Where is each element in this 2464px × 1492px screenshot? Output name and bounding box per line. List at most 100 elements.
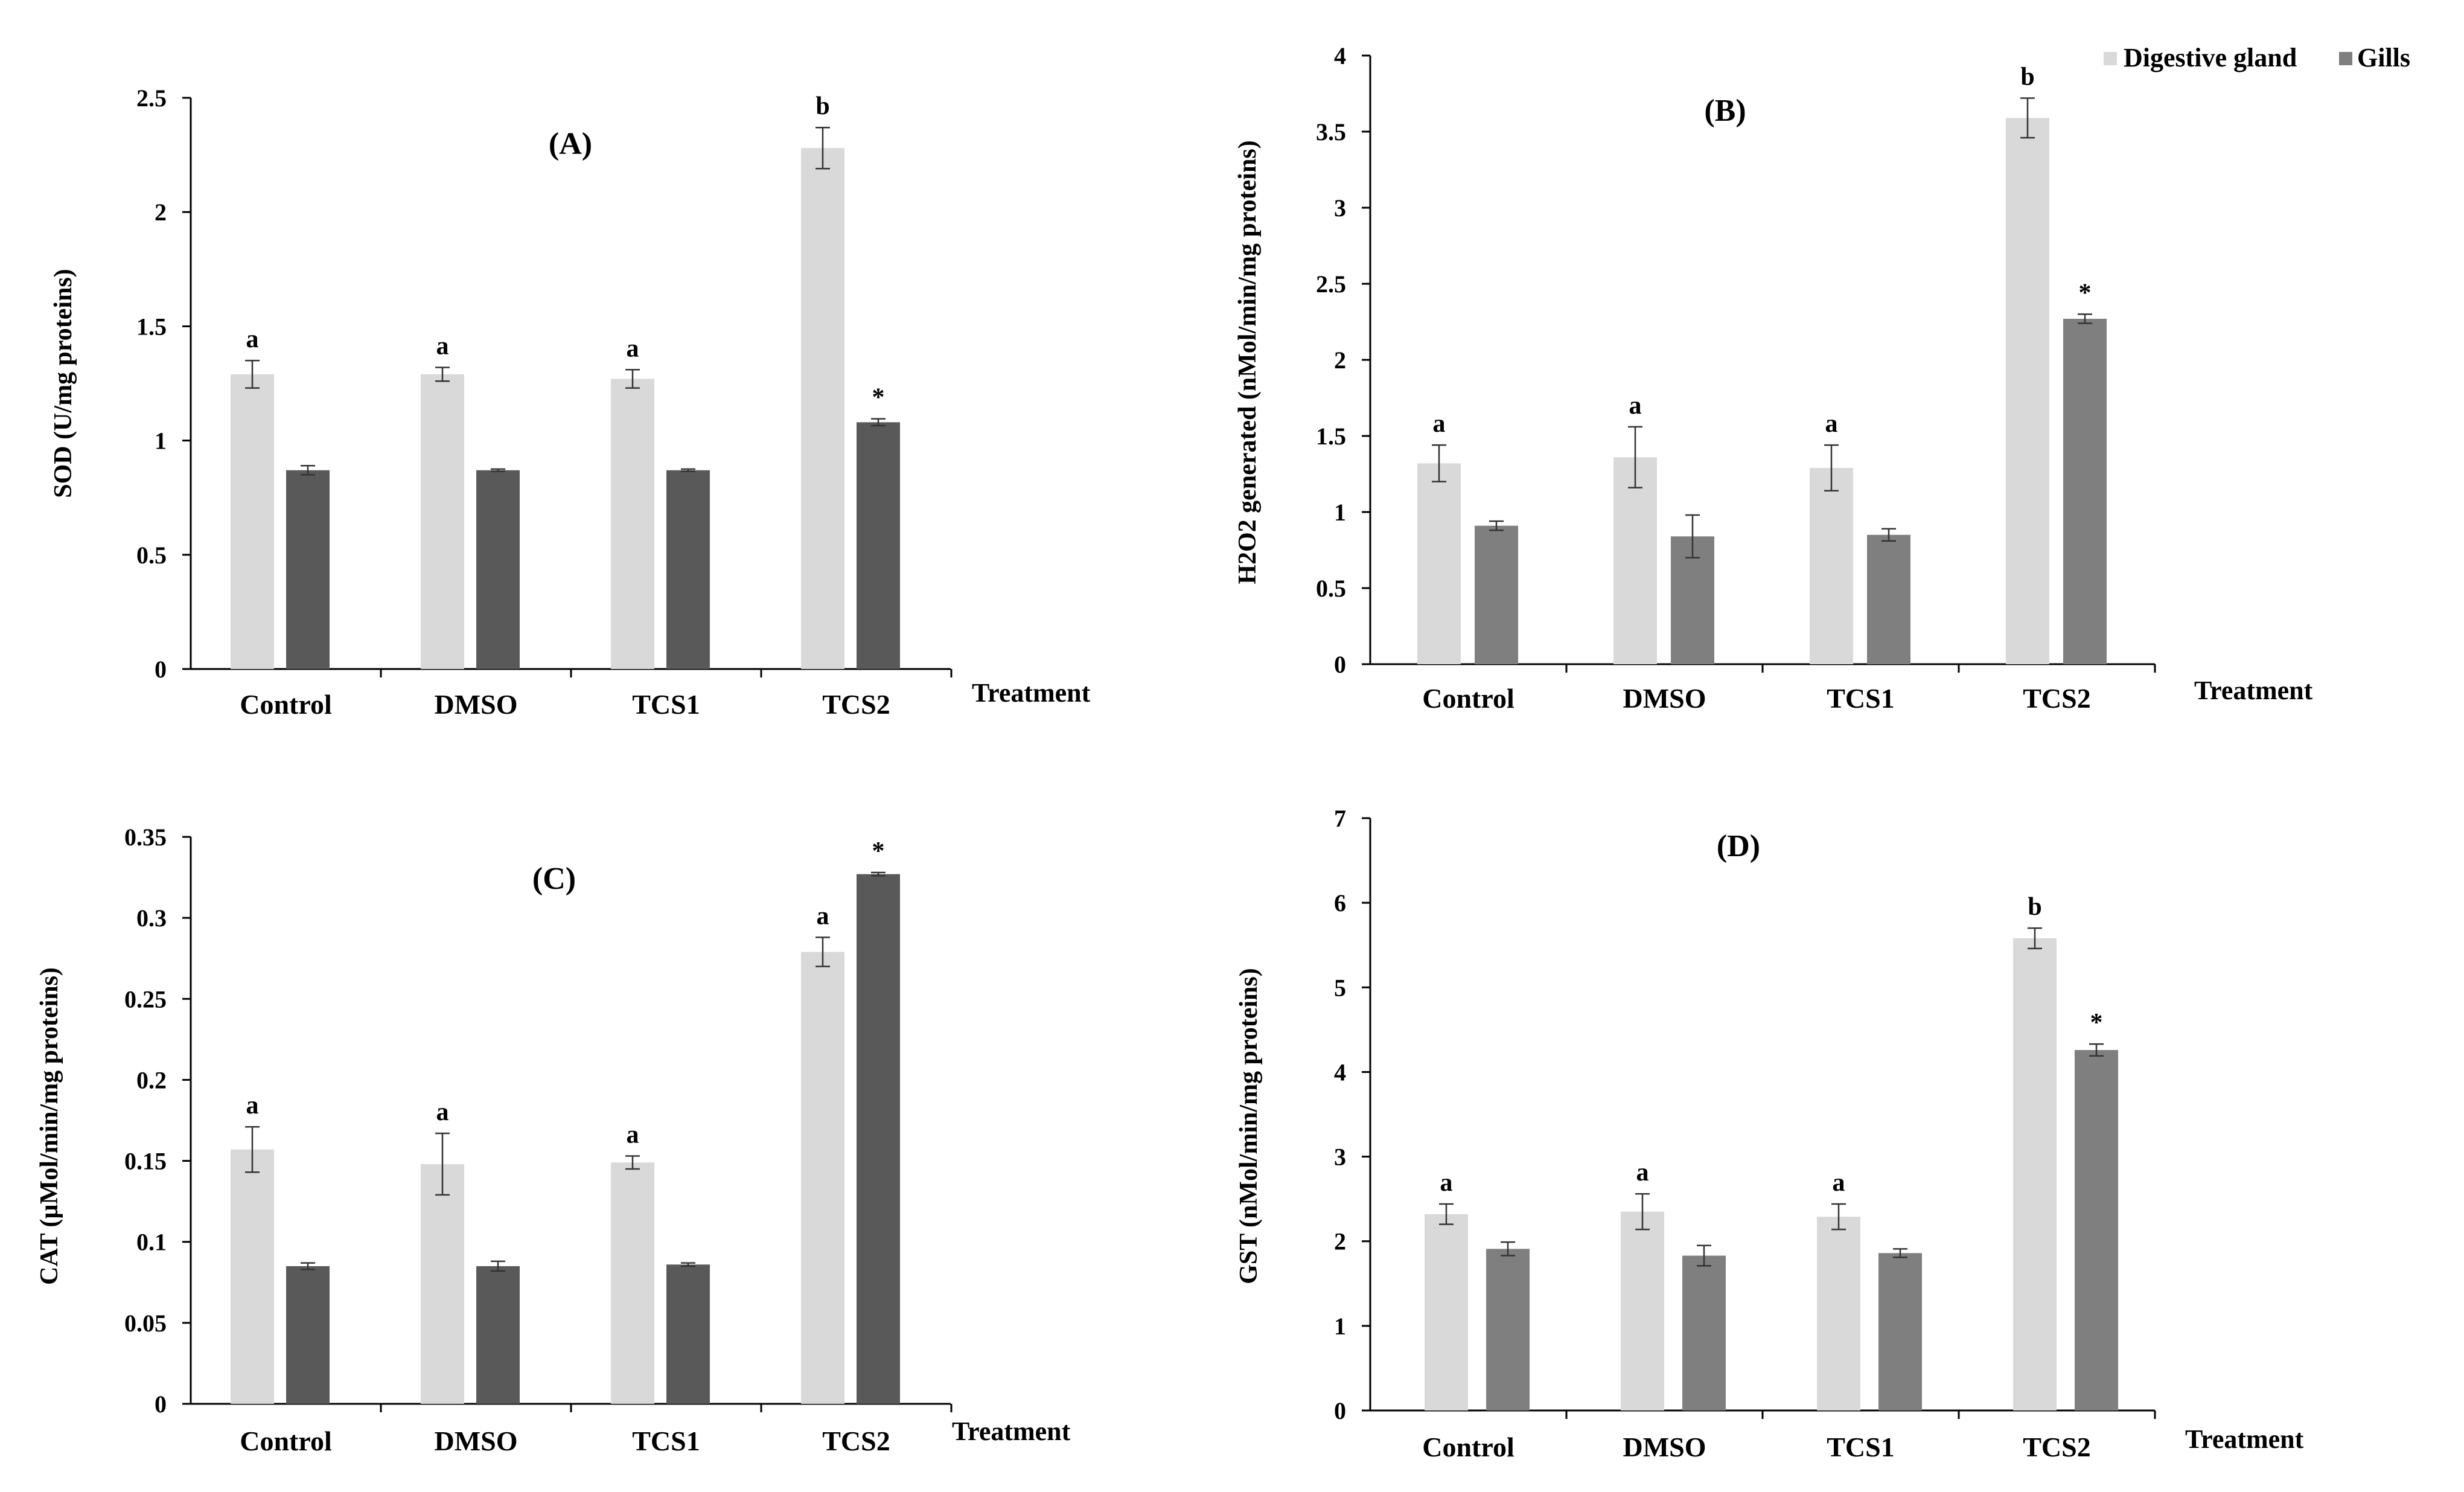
bar-digestive-gland-tcs1 <box>1817 1217 1860 1410</box>
y-tick-label: 6 <box>1334 889 1346 917</box>
y-axis-title: SOD (U/mg proteins) <box>49 269 77 498</box>
significance-label: * <box>2090 1009 2103 1037</box>
y-tick-label: 0 <box>1334 1397 1346 1424</box>
x-category-label: TCS2 <box>822 689 890 720</box>
y-tick-label: 3 <box>1334 1144 1346 1171</box>
y-tick-label: 1.5 <box>1316 423 1346 450</box>
significance-label: a <box>1433 410 1446 438</box>
y-tick-label: 2 <box>1334 347 1346 374</box>
y-tick-label: 0 <box>155 656 167 683</box>
x-category-label: Control <box>1422 683 1514 714</box>
chart-panel-d: 0 1 2 3 4 5 6 7 a a a b * Control DMSO TCS1 TCS2 (D) Treat… <box>1235 805 2304 1462</box>
panel-title: (B) <box>1704 94 1746 128</box>
x-category-label: Control <box>1422 1432 1514 1462</box>
chart-panel-c: 0 0.05 0.1 0.15 0.2 0.25 0.3 0.35 a a a a * Control DM… <box>36 824 1071 1456</box>
panel-title: (C) <box>532 862 576 896</box>
x-axis-title: Treatment <box>972 678 1091 708</box>
y-axis-title: GST (nMol/min/mg proteins) <box>1235 968 1263 1284</box>
significance-label: a <box>1833 1169 1845 1197</box>
x-axis-title: Treatment <box>2185 1424 2304 1454</box>
y-tick-label: 2.5 <box>1316 271 1346 298</box>
significance-label: a <box>1629 392 1642 420</box>
bar-digestive-gland-control <box>1425 1214 1468 1410</box>
x-category-label: DMSO <box>1623 1432 1706 1462</box>
x-category-label: DMSO <box>435 1426 518 1456</box>
bar-gills-tcs1 <box>1867 534 1910 664</box>
bar-digestive-gland-tcs1 <box>611 1162 654 1404</box>
bar-gills-control <box>1475 525 1518 664</box>
bar-digestive-gland-dmso <box>1621 1211 1664 1410</box>
y-tick-label: 0.3 <box>136 904 167 932</box>
y-tick-label: 4 <box>1334 1058 1346 1086</box>
bar-gills-control <box>1486 1249 1530 1410</box>
panel-title: (A) <box>549 127 592 161</box>
significance-label: a <box>817 902 829 930</box>
chart-panel-b: 0 0.5 1 1.5 2 2.5 3 3.5 4 a a a b * Control DMSO TCS1 TCS… <box>1234 42 2313 714</box>
x-category-label: TCS1 <box>1827 683 1894 714</box>
x-category-label: TCS2 <box>2023 683 2090 714</box>
legend-swatch-digestive-gland <box>2104 52 2117 65</box>
y-tick-label: 0.5 <box>136 542 167 569</box>
y-tick-label: 5 <box>1334 974 1346 1001</box>
bar-digestive-gland-dmso <box>421 1164 464 1404</box>
significance-label: b <box>2028 893 2041 921</box>
bar-digestive-gland-tcs2 <box>2013 938 2057 1410</box>
significance-label: a <box>1636 1159 1649 1186</box>
bar-digestive-gland-tcs1 <box>1810 467 1853 664</box>
bar-gills-tcs1 <box>666 470 710 669</box>
significance-label: a <box>246 325 259 353</box>
bar-digestive-gland-tcs2 <box>801 952 844 1404</box>
x-category-label: TCS2 <box>2023 1432 2090 1462</box>
y-tick-label: 1 <box>1334 499 1346 526</box>
bar-digestive-gland-tcs1 <box>611 379 654 669</box>
bar-digestive-gland-dmso <box>1613 457 1657 664</box>
legend-swatch-gills <box>2339 52 2352 65</box>
y-tick-label: 0.1 <box>136 1229 167 1256</box>
x-category-label: DMSO <box>1623 683 1706 714</box>
bar-gills-dmso <box>1682 1255 1726 1410</box>
y-tick-label: 2 <box>1334 1228 1346 1255</box>
legend: Digestive gland Gills <box>2104 43 2410 72</box>
x-category-label: TCS1 <box>632 1426 700 1456</box>
y-tick-label: 0.2 <box>136 1066 167 1093</box>
significance-label: b <box>815 92 829 120</box>
significance-label: a <box>1440 1169 1453 1197</box>
bar-gills-control <box>286 470 330 669</box>
x-axis-title: Treatment <box>952 1417 1071 1446</box>
bar-gills-tcs2 <box>857 874 900 1404</box>
significance-label: a <box>627 335 639 362</box>
y-tick-label: 1.5 <box>136 313 167 340</box>
panel-title: (D) <box>1717 829 1760 863</box>
bar-gills-dmso <box>476 1266 520 1404</box>
y-tick-label: 0 <box>155 1391 167 1418</box>
y-tick-label: 1 <box>1334 1313 1346 1340</box>
x-category-label: TCS2 <box>822 1426 890 1456</box>
significance-label: * <box>872 837 885 865</box>
bar-gills-tcs2 <box>2075 1049 2118 1410</box>
bar-digestive-gland-control <box>1417 463 1461 664</box>
bar-digestive-gland-control <box>231 374 274 669</box>
y-tick-label: 0.5 <box>1316 575 1346 602</box>
significance-label: a <box>436 333 449 360</box>
y-tick-label: 7 <box>1334 805 1346 832</box>
bar-gills-tcs2 <box>2063 318 2107 664</box>
significance-label: * <box>2079 279 2092 307</box>
significance-label: * <box>872 384 885 412</box>
y-axis-title: H2O2 generated (nMol/min/mg proteins) <box>1234 140 1262 584</box>
y-axis-title: CAT (µMol/min/mg proteins) <box>36 967 63 1285</box>
y-tick-label: 1 <box>155 427 167 455</box>
significance-label: b <box>2020 63 2034 91</box>
y-tick-label: 3.5 <box>1316 118 1346 146</box>
significance-label: a <box>627 1121 639 1149</box>
x-category-label: TCS1 <box>1827 1432 1894 1462</box>
x-category-label: Control <box>240 689 332 720</box>
bar-digestive-gland-control <box>231 1149 274 1404</box>
y-tick-label: 0.25 <box>124 985 167 1013</box>
y-tick-label: 0.35 <box>124 824 167 851</box>
y-tick-label: 2.5 <box>136 85 167 112</box>
y-tick-label: 3 <box>1334 194 1346 222</box>
x-category-label: DMSO <box>435 689 518 720</box>
bar-digestive-gland-dmso <box>421 374 464 669</box>
x-axis-title: Treatment <box>2194 676 2313 705</box>
